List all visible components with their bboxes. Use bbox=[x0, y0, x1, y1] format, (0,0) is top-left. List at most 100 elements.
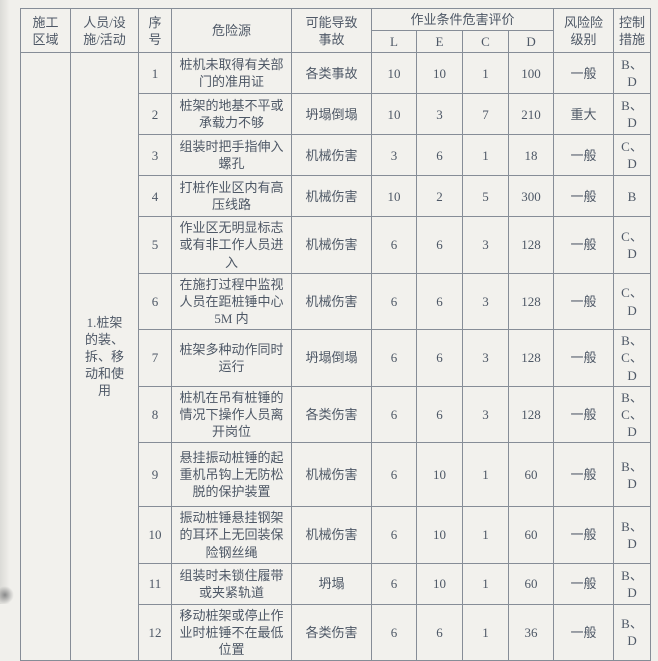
e-cell: 10 bbox=[416, 562, 463, 605]
l-cell: 6 bbox=[371, 603, 417, 661]
header-construction-area: 施工 区域 bbox=[20, 7, 71, 54]
hazard-cell: 在施打过程中监视人员在距桩锤中心 5M 内 bbox=[171, 272, 292, 331]
l-cell: 6 bbox=[371, 385, 417, 444]
measures-cell: B、D bbox=[613, 562, 652, 605]
scan-smudge-artifact bbox=[0, 586, 14, 604]
hazard-cell: 振动桩锤悬挂钢架的耳环上无回装保险钢丝绳 bbox=[171, 506, 292, 564]
risk-level-cell: 一般 bbox=[553, 506, 615, 564]
l-cell: 6 bbox=[371, 272, 417, 331]
measures-cell: B、 C、D bbox=[613, 385, 652, 444]
hazard-cell: 桩架多种动作同时运行 bbox=[171, 329, 292, 387]
header-personnel-facility: 人员/设 施/活动 bbox=[70, 7, 139, 54]
e-cell: 2 bbox=[416, 175, 463, 218]
d-cell: 60 bbox=[507, 442, 555, 508]
c-cell: 1 bbox=[462, 603, 509, 661]
header-eval-d: D bbox=[507, 30, 555, 54]
risk-level-cell: 一般 bbox=[553, 52, 615, 95]
serial-no-cell: 2 bbox=[138, 93, 172, 136]
header-eval-l: L bbox=[371, 30, 417, 54]
d-cell: 128 bbox=[507, 216, 555, 274]
measures-cell: C、D bbox=[613, 216, 652, 274]
serial-no-cell: 7 bbox=[138, 329, 172, 387]
hazard-cell: 作业区无明显标志或有非工作人员进入 bbox=[171, 216, 292, 274]
risk-level-cell: 一般 bbox=[553, 329, 615, 387]
c-cell: 5 bbox=[462, 175, 509, 218]
serial-no-cell: 10 bbox=[138, 506, 172, 564]
accident-cell: 各类事故 bbox=[291, 52, 372, 95]
e-cell: 6 bbox=[416, 385, 463, 444]
e-cell: 6 bbox=[416, 603, 463, 661]
c-cell: 3 bbox=[462, 216, 509, 274]
measures-cell: C、D bbox=[613, 134, 652, 177]
header-eval-c: C bbox=[462, 30, 509, 54]
d-cell: 128 bbox=[507, 385, 555, 444]
risk-level-cell: 一般 bbox=[553, 385, 615, 444]
accident-cell: 机械伤害 bbox=[291, 134, 372, 177]
table-row: 11 组装时未锁住履带或夹紧轨道 坍塌 6 10 1 60 一般 B、D bbox=[21, 562, 652, 605]
l-cell: 10 bbox=[371, 52, 417, 95]
table-row: 2 桩架的地基不平或承载力不够 坍塌倒塌 10 3 7 210 重大 B、D bbox=[21, 93, 652, 136]
measures-cell: B、D bbox=[613, 442, 652, 508]
table-row: 6 在施打过程中监视人员在距桩锤中心 5M 内 机械伤害 6 6 3 128 一… bbox=[21, 272, 652, 331]
c-cell: 1 bbox=[462, 52, 509, 95]
l-cell: 3 bbox=[371, 134, 417, 177]
c-cell: 7 bbox=[462, 93, 509, 136]
l-cell: 10 bbox=[371, 175, 417, 218]
measures-cell: C、D bbox=[613, 272, 652, 331]
serial-no-cell: 5 bbox=[138, 216, 172, 274]
e-cell: 6 bbox=[416, 272, 463, 331]
hazard-cell: 组装时未锁住履带或夹紧轨道 bbox=[171, 562, 292, 605]
scan-edge-shadow bbox=[0, 0, 10, 604]
l-cell: 10 bbox=[371, 93, 417, 136]
accident-cell: 各类伤害 bbox=[291, 603, 372, 661]
table-row: 5 作业区无明显标志或有非工作人员进入 机械伤害 6 6 3 128 一般 C、… bbox=[21, 216, 652, 274]
table-row: 3 组装时把手指伸入螺孔 机械伤害 3 6 1 18 一般 C、D bbox=[21, 134, 652, 177]
table-row: 10 振动桩锤悬挂钢架的耳环上无回装保险钢丝绳 机械伤害 6 10 1 60 一… bbox=[21, 506, 652, 564]
e-cell: 10 bbox=[416, 506, 463, 564]
hazard-cell: 悬挂振动桩锤的起重机吊钩上无防松脱的保护装置 bbox=[171, 442, 292, 508]
hazard-cell: 组装时把手指伸入螺孔 bbox=[171, 134, 292, 177]
hazard-cell: 桩架的地基不平或承载力不够 bbox=[171, 93, 292, 136]
table-row: 9 悬挂振动桩锤的起重机吊钩上无防松脱的保护装置 机械伤害 6 10 1 60 … bbox=[21, 442, 652, 508]
d-cell: 100 bbox=[507, 52, 555, 95]
header-evaluation-group: 作业条件危害评价 bbox=[370, 7, 555, 32]
accident-cell: 坍塌倒塌 bbox=[291, 329, 372, 387]
serial-no-cell: 8 bbox=[138, 385, 172, 444]
d-cell: 128 bbox=[507, 272, 555, 331]
e-cell: 3 bbox=[416, 93, 463, 136]
e-cell: 10 bbox=[416, 52, 463, 95]
accident-cell: 坍塌倒塌 bbox=[291, 93, 372, 136]
risk-level-cell: 一般 bbox=[553, 562, 615, 605]
measures-cell: B、 C、D bbox=[613, 329, 652, 387]
accident-cell: 机械伤害 bbox=[291, 442, 372, 508]
risk-level-cell: 一般 bbox=[553, 175, 615, 218]
measures-cell: B、D bbox=[613, 506, 652, 564]
hazard-cell: 桩机在吊有桩锤的情况下操作人员离开岗位 bbox=[171, 385, 292, 444]
accident-cell: 各类伤害 bbox=[291, 385, 372, 444]
risk-level-cell: 一般 bbox=[553, 603, 615, 661]
serial-no-cell: 3 bbox=[138, 134, 172, 177]
d-cell: 60 bbox=[507, 506, 555, 564]
accident-cell: 机械伤害 bbox=[291, 506, 372, 564]
serial-no-cell: 9 bbox=[138, 442, 172, 508]
c-cell: 1 bbox=[462, 134, 509, 177]
header-possible-accident: 可能导致 事故 bbox=[291, 7, 372, 54]
header-control-measures: 控制 措施 bbox=[613, 7, 652, 54]
d-cell: 60 bbox=[507, 562, 555, 605]
c-cell: 1 bbox=[462, 562, 509, 605]
e-cell: 6 bbox=[416, 216, 463, 274]
serial-no-cell: 6 bbox=[138, 272, 172, 331]
d-cell: 18 bbox=[507, 134, 555, 177]
d-cell: 300 bbox=[507, 175, 555, 218]
l-cell: 6 bbox=[371, 562, 417, 605]
accident-cell: 机械伤害 bbox=[291, 175, 372, 218]
risk-level-cell: 重大 bbox=[553, 93, 615, 136]
header-hazard-source: 危险源 bbox=[171, 7, 292, 54]
risk-level-cell: 一般 bbox=[553, 216, 615, 274]
hazard-cell: 移动桩架或停止作业时桩锤不在最低位置 bbox=[171, 603, 292, 661]
accident-cell: 机械伤害 bbox=[291, 216, 372, 274]
risk-level-cell: 一般 bbox=[553, 442, 615, 508]
measures-cell: B、D bbox=[613, 52, 652, 95]
c-cell: 3 bbox=[462, 272, 509, 331]
d-cell: 36 bbox=[507, 603, 555, 661]
